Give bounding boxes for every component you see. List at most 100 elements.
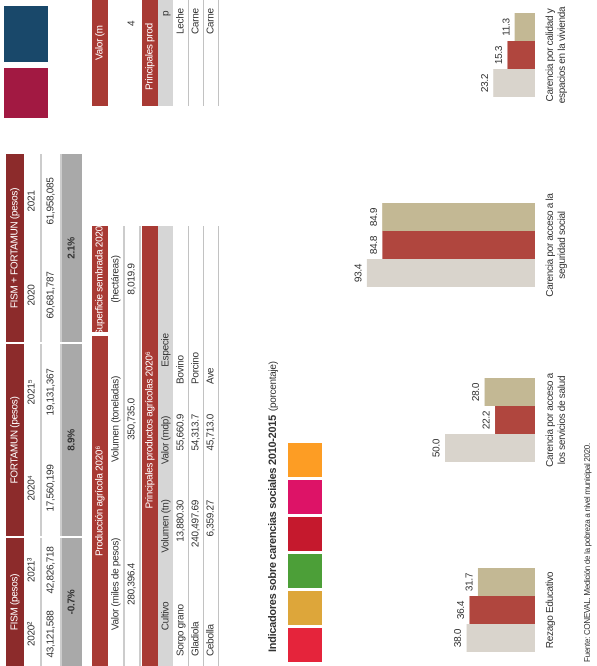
cell-bg: [142, 226, 158, 666]
cell: 350,735.0: [127, 397, 138, 440]
value-label: 22.2: [482, 410, 493, 429]
chart-subtitle: (porcentaje): [268, 361, 279, 411]
cell-bg: [62, 344, 82, 536]
year: 2020²: [27, 621, 38, 646]
group-header: FISM (pesos): [10, 574, 21, 630]
amount: 17,560,199: [46, 464, 57, 512]
category-label: Rezago Educativo: [545, 571, 556, 648]
column-header: p: [161, 10, 172, 16]
year: 2020: [27, 284, 38, 306]
bar: [484, 378, 536, 406]
bar: [493, 69, 535, 97]
sdg-icon: [288, 517, 322, 551]
cell: 54,313.7: [191, 413, 202, 450]
cell: Carne: [191, 8, 202, 34]
sdg-icon: [288, 480, 322, 514]
bar: [469, 596, 536, 624]
value-label: 28.0: [471, 382, 482, 401]
cell-bg: [158, 226, 173, 666]
column-header: Volumen (tn): [161, 499, 172, 552]
chart-title-main: Indicadores sobre carencias sociales 201…: [267, 415, 279, 652]
bar: [382, 203, 535, 231]
cell: 4: [127, 20, 138, 26]
bar: [495, 406, 536, 434]
cell: Bovino: [176, 354, 187, 384]
change: 2.1%: [67, 237, 78, 259]
amount: 19,131,367: [46, 368, 57, 416]
year: 2021: [27, 190, 38, 212]
cell: Carne: [206, 8, 217, 34]
cell-bg: [62, 538, 82, 666]
cell: 55,660.9: [176, 413, 187, 450]
bar: [466, 624, 536, 652]
cell-bg: [6, 154, 24, 342]
sdg-icon: [288, 554, 322, 588]
cell-bg: [92, 226, 108, 332]
sdg-icon: [288, 443, 322, 477]
cell: 6,359.27: [206, 499, 217, 536]
bar: [514, 13, 535, 41]
cell: Gladiola: [191, 621, 202, 656]
value-label: 23.2: [480, 73, 491, 92]
sdg-icon: [4, 6, 48, 62]
column-header: Volumen (toneladas): [111, 376, 122, 462]
cell: 280,396.4: [127, 562, 138, 605]
table-header: Principales prod: [145, 23, 156, 90]
value-label: 50.0: [432, 438, 443, 457]
year: 2021⁵: [27, 379, 38, 404]
column-header: Especie: [161, 333, 172, 367]
cell-bg: [92, 336, 108, 666]
bar: [366, 259, 535, 287]
change: -0.7%: [67, 589, 78, 614]
sdg-icon: [288, 628, 322, 662]
cell: 45,713.0: [206, 413, 217, 450]
cell: Leche: [176, 8, 187, 34]
column-header: Valor (m: [95, 25, 106, 60]
year: 2021³: [27, 557, 38, 582]
table-header: Principales productos agrícolas 2020⁶: [145, 351, 156, 508]
bar: [445, 434, 535, 462]
value-label: 84.9: [369, 207, 380, 226]
column-header: (hectáreas): [111, 255, 122, 302]
group-header: FORTAMUN (pesos): [10, 396, 21, 483]
cell-bg: [62, 154, 82, 342]
cell: 13,880.30: [176, 499, 187, 542]
bar: [382, 231, 535, 259]
category-label: Carencia por acceso a laseguridad social: [545, 193, 568, 297]
column-header: Valor (miles de pesos): [111, 538, 122, 630]
value-label: 93.4: [354, 263, 365, 282]
chart-title: Indicadores sobre carencias sociales 201…: [267, 361, 279, 652]
amount: 61,958,085: [46, 177, 57, 225]
sdg-icon: [4, 68, 48, 118]
cell-bg: [142, 0, 158, 106]
category-label: Carencia por calidad yespacios en la viv…: [545, 6, 568, 103]
value-label: 38.0: [453, 628, 464, 647]
column-header: Valor (mdp): [161, 416, 172, 464]
cell: Sorgo grano: [176, 604, 187, 656]
bar: [507, 41, 535, 69]
cell-bg: [6, 538, 24, 666]
source: Fuente: CONEVAL. Medición de la pobreza …: [583, 443, 592, 662]
cell: Porcino: [191, 351, 202, 384]
table-header: Producción agrícola 2020⁶: [95, 446, 106, 556]
cell: Cebolla: [206, 623, 217, 656]
value-label: 36.4: [456, 600, 467, 619]
cell-bg: [6, 344, 24, 536]
amount: 60,681,787: [46, 271, 57, 319]
cell-bg: [92, 0, 108, 106]
sdg-icon: [288, 591, 322, 625]
value-label: 11.3: [501, 18, 512, 36]
cell: 240,497.69: [191, 499, 202, 547]
group-header: FISM + FORTAMUN (pesos): [10, 188, 21, 308]
category-label: Carencia por acceso alos servicios de sa…: [545, 372, 568, 466]
bar: [477, 568, 536, 596]
value-label: 31.7: [465, 572, 476, 591]
value-label: 15.3: [494, 45, 505, 64]
amount: 42,826,718: [46, 546, 57, 594]
value-label: 84.8: [369, 235, 380, 254]
amount: 43,121,588: [46, 610, 57, 658]
column-header: Cultivo: [161, 601, 172, 630]
change: 8.9%: [67, 429, 78, 451]
